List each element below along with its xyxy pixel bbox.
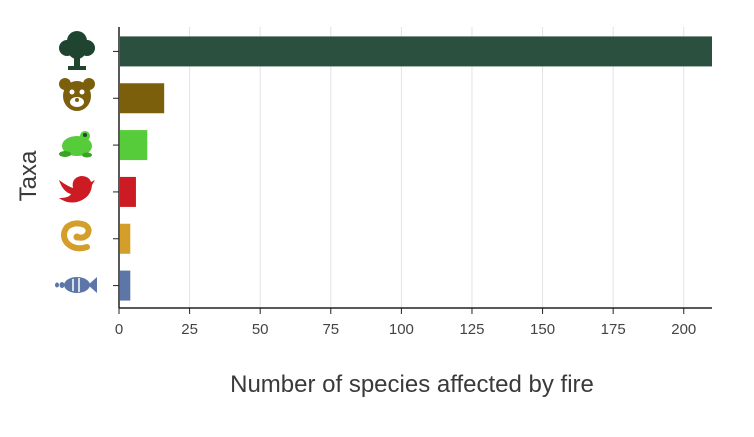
category-icons	[55, 31, 97, 293]
x-tick-label: 125	[459, 321, 484, 338]
frog-icon	[59, 131, 92, 158]
fish-icon	[55, 277, 97, 293]
bar-birds	[120, 176, 136, 207]
axes	[118, 27, 712, 309]
x-tick-label: 75	[322, 321, 339, 338]
x-tick-label: 175	[601, 321, 626, 338]
snake-icon	[61, 220, 92, 252]
bars	[120, 36, 712, 301]
x-tick-label: 200	[671, 321, 696, 338]
tree-icon	[59, 31, 95, 70]
x-ticks: 0 25 50 75 100 125 150 175 200	[115, 308, 696, 338]
bird-icon	[59, 176, 95, 203]
grid-lines	[189, 27, 685, 308]
x-tick-label: 150	[530, 321, 555, 338]
x-tick-label: 25	[181, 321, 198, 338]
x-tick-label: 50	[252, 321, 269, 338]
x-tick-label: 0	[115, 321, 123, 338]
bar-amphibians	[120, 130, 148, 161]
x-axis-title: Number of species affected by fire	[230, 371, 594, 398]
mammal-face-icon	[59, 78, 95, 111]
y-axis-title: Taxa	[15, 150, 42, 201]
bar-reptiles	[120, 223, 131, 254]
bar-mammals	[120, 83, 165, 114]
bar-plants	[120, 36, 712, 67]
y-ticks	[113, 50, 119, 287]
bar-fish	[120, 270, 131, 301]
x-tick-label: 100	[389, 321, 414, 338]
